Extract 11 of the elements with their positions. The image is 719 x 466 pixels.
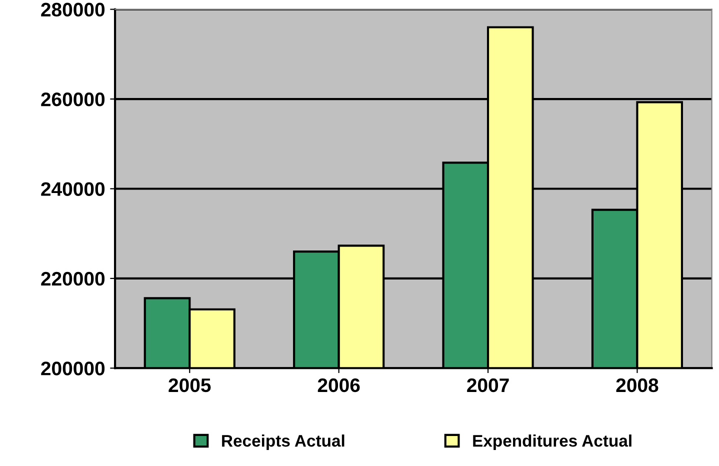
y-tick-label: 220000 bbox=[41, 272, 105, 286]
x-tick-label: 2008 bbox=[616, 378, 658, 392]
y-tick-label: 260000 bbox=[41, 92, 105, 106]
legend-label: Expenditures Actual bbox=[473, 434, 632, 450]
y-tick-label: 200000 bbox=[41, 362, 105, 376]
x-tick-label: 2005 bbox=[168, 378, 211, 392]
legend-label: Receipts Actual bbox=[222, 434, 344, 450]
x-tick-label: 2006 bbox=[318, 378, 360, 392]
x-tick-label: 2007 bbox=[467, 378, 509, 392]
y-tick-label: 240000 bbox=[41, 182, 105, 196]
y-tick-label: 280000 bbox=[41, 2, 105, 17]
